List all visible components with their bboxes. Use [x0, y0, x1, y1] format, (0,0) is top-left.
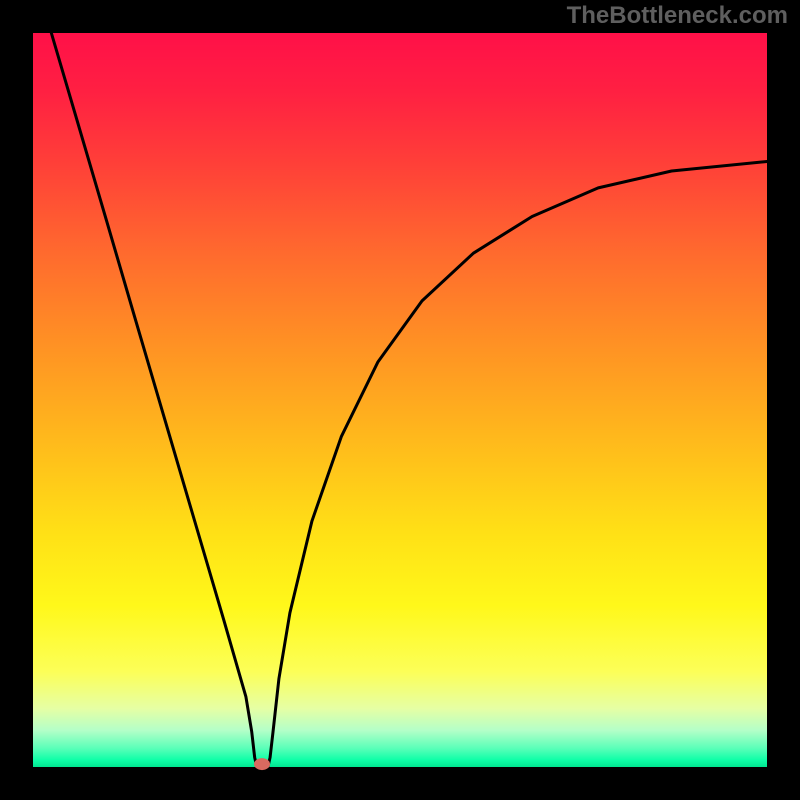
- watermark-text: TheBottleneck.com: [567, 2, 788, 29]
- bottleneck-chart: TheBottleneck.com: [0, 0, 800, 800]
- minimum-marker: [254, 758, 270, 770]
- chart-background: [33, 33, 767, 767]
